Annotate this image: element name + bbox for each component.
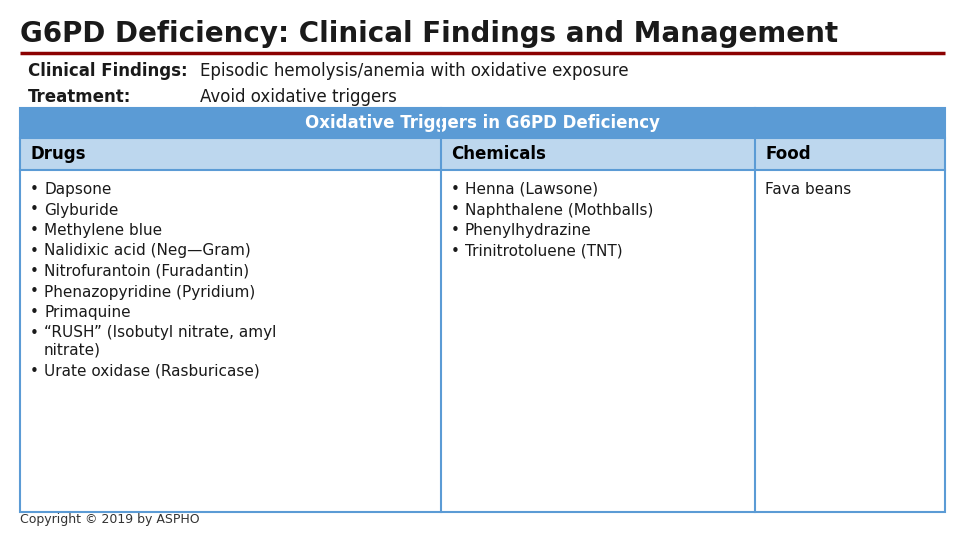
Text: Clinical Findings:: Clinical Findings: xyxy=(28,62,187,80)
FancyBboxPatch shape xyxy=(441,138,756,170)
FancyBboxPatch shape xyxy=(756,138,945,170)
Text: Primaquine: Primaquine xyxy=(44,305,131,320)
Text: Phenylhydrazine: Phenylhydrazine xyxy=(465,223,591,238)
Text: Drugs: Drugs xyxy=(30,145,85,163)
Text: •: • xyxy=(30,264,38,279)
Text: Avoid oxidative triggers: Avoid oxidative triggers xyxy=(200,88,396,106)
Text: Treatment:: Treatment: xyxy=(28,88,132,106)
Text: G6PD Deficiency: Clinical Findings and Management: G6PD Deficiency: Clinical Findings and M… xyxy=(20,20,838,48)
Text: Chemicals: Chemicals xyxy=(451,145,545,163)
Text: Dapsone: Dapsone xyxy=(44,182,111,197)
Text: •: • xyxy=(30,223,38,238)
Text: •: • xyxy=(30,305,38,320)
Text: •: • xyxy=(30,202,38,218)
Text: Trinitrotoluene (TNT): Trinitrotoluene (TNT) xyxy=(465,244,622,259)
Text: •: • xyxy=(30,244,38,259)
Text: •: • xyxy=(451,223,460,238)
Text: Glyburide: Glyburide xyxy=(44,202,118,218)
Text: Copyright © 2019 by ASPHO: Copyright © 2019 by ASPHO xyxy=(20,513,200,526)
Text: •: • xyxy=(30,326,38,341)
Text: •: • xyxy=(451,182,460,197)
Text: •: • xyxy=(451,244,460,259)
FancyBboxPatch shape xyxy=(20,170,945,512)
Text: Episodic hemolysis/anemia with oxidative exposure: Episodic hemolysis/anemia with oxidative… xyxy=(200,62,629,80)
Text: Nalidixic acid (Neg—Gram): Nalidixic acid (Neg—Gram) xyxy=(44,244,251,259)
Text: Henna (Lawsone): Henna (Lawsone) xyxy=(465,182,598,197)
Text: •: • xyxy=(451,202,460,218)
Text: Urate oxidase (Rasburicase): Urate oxidase (Rasburicase) xyxy=(44,363,260,379)
Text: Methylene blue: Methylene blue xyxy=(44,223,162,238)
Text: •: • xyxy=(30,363,38,379)
Text: Naphthalene (Mothballs): Naphthalene (Mothballs) xyxy=(465,202,653,218)
Text: •: • xyxy=(30,285,38,300)
Text: Fava beans: Fava beans xyxy=(765,182,852,197)
FancyBboxPatch shape xyxy=(20,138,441,170)
Text: Food: Food xyxy=(765,145,811,163)
FancyBboxPatch shape xyxy=(20,108,945,138)
Text: Oxidative Triggers in G6PD Deficiency: Oxidative Triggers in G6PD Deficiency xyxy=(305,114,660,132)
Text: Phenazopyridine (Pyridium): Phenazopyridine (Pyridium) xyxy=(44,285,255,300)
Text: •: • xyxy=(30,182,38,197)
Text: Nitrofurantoin (Furadantin): Nitrofurantoin (Furadantin) xyxy=(44,264,250,279)
Text: “RUSH” (Isobutyl nitrate, amyl
nitrate): “RUSH” (Isobutyl nitrate, amyl nitrate) xyxy=(44,326,276,358)
